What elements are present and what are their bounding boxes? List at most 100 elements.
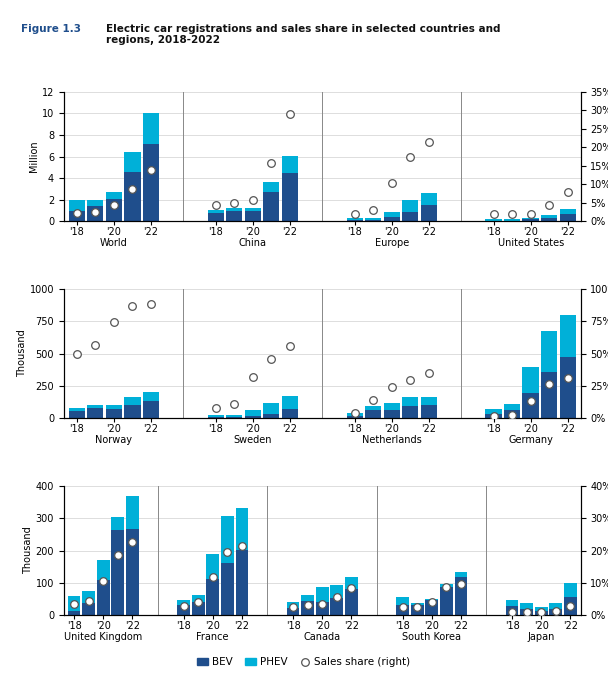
Bar (485, 220, 502, 222)
Bar (550, 602, 562, 609)
Bar (559, 214, 576, 222)
Bar (111, 530, 124, 615)
Bar (286, 609, 300, 615)
Bar (384, 410, 400, 418)
Bar (411, 605, 424, 615)
Bar (87, 405, 103, 408)
Bar (559, 315, 576, 358)
Bar (263, 182, 280, 192)
Bar (282, 409, 298, 418)
Text: Electric car registrations and sales share in selected countries and
regions, 20: Electric car registrations and sales sha… (106, 24, 501, 46)
Bar (282, 156, 298, 173)
Bar (396, 597, 409, 605)
Bar (365, 220, 381, 222)
Text: United States: United States (497, 238, 564, 248)
Bar (67, 596, 80, 611)
Bar (402, 200, 418, 212)
Bar (564, 583, 577, 596)
Bar (97, 581, 109, 615)
Bar (282, 396, 298, 409)
Bar (111, 517, 124, 530)
Bar (143, 143, 159, 222)
Bar (87, 408, 103, 418)
Bar (564, 596, 577, 615)
Y-axis label: Million: Million (29, 141, 39, 173)
Bar (244, 211, 261, 222)
Bar (177, 600, 190, 605)
Bar (207, 415, 224, 418)
Bar (221, 563, 233, 615)
Legend: BEV, PHEV, Sales share (right): BEV, PHEV, Sales share (right) (193, 653, 415, 671)
Bar (69, 201, 85, 211)
Bar (426, 600, 438, 615)
Bar (504, 220, 520, 222)
Text: Sweden: Sweden (233, 435, 272, 445)
Bar (226, 415, 243, 417)
Bar (402, 397, 418, 406)
Bar (69, 211, 85, 222)
Bar (301, 595, 314, 601)
Bar (221, 516, 233, 563)
Bar (365, 218, 381, 220)
Bar (82, 591, 95, 603)
Bar (316, 587, 329, 602)
Bar (263, 403, 280, 413)
Bar (506, 606, 519, 615)
Bar (541, 215, 558, 218)
Bar (82, 603, 95, 615)
Bar (263, 413, 280, 418)
Bar (87, 201, 103, 206)
Bar (106, 199, 122, 222)
Bar (559, 358, 576, 418)
Bar (559, 209, 576, 214)
Bar (282, 173, 298, 222)
Bar (244, 415, 261, 418)
Bar (192, 595, 204, 602)
Bar (69, 407, 85, 411)
Bar (541, 218, 558, 222)
Bar (535, 611, 548, 615)
Bar (347, 415, 363, 418)
Bar (520, 609, 533, 615)
Bar (384, 403, 400, 410)
Bar (522, 393, 539, 418)
Bar (421, 405, 437, 418)
Bar (106, 192, 122, 199)
Bar (97, 560, 109, 581)
Text: Europe: Europe (375, 238, 409, 248)
Bar (143, 114, 159, 143)
Bar (345, 577, 358, 588)
Bar (87, 206, 103, 222)
Bar (347, 220, 363, 222)
Bar (384, 217, 400, 222)
Bar (124, 152, 140, 172)
Bar (347, 218, 363, 220)
Bar (550, 609, 562, 615)
Bar (106, 405, 122, 409)
Text: United Kingdom: United Kingdom (64, 632, 142, 642)
Bar (522, 367, 539, 393)
Text: Norway: Norway (95, 435, 133, 445)
Bar (235, 507, 249, 549)
Text: Germany: Germany (508, 435, 553, 445)
Bar (126, 496, 139, 528)
Bar (235, 549, 249, 615)
Bar (106, 409, 122, 418)
Bar (330, 585, 344, 598)
Bar (206, 554, 219, 579)
Bar (263, 192, 280, 222)
Bar (143, 401, 159, 418)
Bar (316, 602, 329, 615)
Bar (485, 219, 502, 220)
Bar (402, 406, 418, 418)
Text: Netherlands: Netherlands (362, 435, 421, 445)
Bar (522, 220, 539, 222)
Bar (330, 598, 344, 615)
Bar (365, 407, 381, 409)
Bar (301, 601, 314, 615)
Bar (126, 528, 139, 615)
Bar (411, 603, 424, 605)
Bar (124, 172, 140, 222)
Bar (504, 404, 520, 410)
Bar (455, 577, 468, 615)
